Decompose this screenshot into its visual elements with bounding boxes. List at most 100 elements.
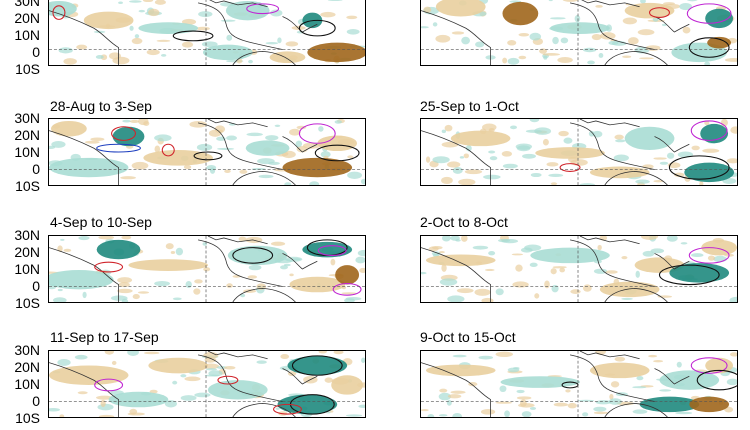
anomaly-region — [83, 11, 134, 30]
anomaly-speck — [502, 163, 518, 169]
anomaly-speck — [702, 148, 720, 153]
anomaly-speck — [358, 404, 365, 408]
contour-line — [94, 261, 124, 273]
anomaly-speck — [146, 49, 160, 56]
anomaly-speck — [557, 57, 573, 64]
anomaly-speck — [76, 44, 88, 50]
contour-line — [273, 403, 302, 415]
lat-label-0-row3: 0 — [32, 393, 40, 409]
anomaly-speck — [682, 26, 691, 34]
anomaly-speck — [542, 53, 561, 56]
anomaly-speck — [558, 130, 569, 137]
map-panel-right-1 — [420, 118, 738, 186]
anomaly-speck — [90, 137, 105, 142]
coastline — [654, 16, 690, 33]
anomaly-speck — [421, 26, 429, 29]
anomaly-speck — [360, 178, 365, 185]
anomaly-speck — [622, 55, 632, 59]
map-svg-r1 — [421, 119, 737, 185]
anomaly-speck — [659, 389, 672, 392]
coastline — [604, 171, 668, 185]
anomaly-speck — [98, 414, 115, 417]
anomaly-speck — [567, 402, 578, 409]
anomaly-region — [599, 281, 660, 298]
anomaly-speck — [132, 294, 140, 300]
anomaly-speck — [524, 244, 542, 251]
coastline — [282, 368, 318, 385]
anomaly-speck — [666, 152, 675, 159]
anomaly-speck — [507, 57, 520, 65]
map-svg-r2 — [421, 236, 737, 302]
anomaly-speck — [154, 145, 161, 153]
anomaly-speck — [522, 153, 536, 159]
coastline — [604, 403, 668, 417]
anomaly-region — [530, 247, 610, 264]
coastline — [604, 288, 668, 302]
anomaly-speck — [318, 351, 327, 354]
contour-line — [298, 19, 336, 37]
anomaly-speck — [189, 121, 207, 128]
anomaly-speck — [452, 166, 463, 174]
anomaly-speck — [275, 407, 280, 410]
anomaly-speck — [635, 270, 640, 278]
anomaly-region — [500, 376, 580, 388]
anomaly-speck — [204, 374, 220, 377]
coastline — [421, 10, 491, 65]
anomaly-speck — [534, 127, 552, 135]
anomaly-speck — [512, 367, 520, 370]
anomaly-speck — [518, 32, 530, 37]
contour-line — [561, 381, 579, 389]
anomaly-speck — [560, 37, 569, 44]
anomaly-speck — [653, 180, 664, 183]
panel-title-right-1: 25-Sep to 1-Oct — [420, 98, 519, 114]
contour-line — [161, 143, 175, 157]
anomaly-speck — [423, 6, 432, 14]
anomaly-region — [112, 126, 145, 147]
map-svg-l1 — [49, 119, 365, 185]
lat-label-10n-row1: 10N — [14, 144, 40, 160]
lat-label-10s-row1: 10S — [15, 178, 40, 194]
anomaly-speck — [639, 57, 654, 60]
anomaly-speck — [548, 0, 553, 2]
anomaly-speck — [451, 31, 465, 35]
anomaly-speck — [193, 288, 201, 295]
anomaly-speck — [320, 11, 336, 18]
anomaly-speck — [49, 407, 61, 412]
anomaly-speck — [183, 164, 192, 170]
anomaly-speck — [456, 288, 474, 294]
contour-line — [696, 369, 737, 391]
anomaly-speck — [425, 156, 431, 163]
anomaly-speck — [582, 284, 592, 292]
anomaly-speck — [74, 354, 88, 360]
anomaly-region — [245, 140, 290, 156]
anomaly-speck — [138, 9, 145, 13]
anomaly-speck — [447, 295, 465, 302]
anomaly-speck — [334, 120, 342, 124]
anomaly-speck — [127, 351, 139, 356]
map-panel-right-3 — [420, 350, 738, 418]
anomaly-region — [317, 135, 358, 152]
anomaly-speck — [622, 17, 638, 25]
anomaly-speck — [202, 242, 208, 246]
anomaly-speck — [511, 253, 524, 256]
coastline — [207, 351, 268, 360]
anomaly-speck — [582, 47, 597, 53]
anomaly-speck — [597, 244, 602, 251]
anomaly-region — [707, 36, 732, 49]
contour-line — [688, 247, 730, 264]
anomaly-speck — [650, 248, 665, 254]
contour-line — [111, 126, 136, 141]
coastline — [421, 130, 491, 185]
coastline — [232, 51, 296, 65]
anomaly-region — [624, 2, 675, 19]
map-panel-left-3 — [48, 350, 366, 418]
contour-line — [688, 37, 730, 58]
anomaly-speck — [679, 2, 693, 11]
contour-line — [232, 247, 274, 264]
anomaly-speck — [691, 145, 700, 151]
anomaly-speck — [131, 37, 143, 45]
anomaly-speck — [164, 400, 177, 408]
contour-line — [193, 151, 223, 161]
anomaly-speck — [489, 156, 498, 161]
anomaly-speck — [111, 360, 117, 365]
